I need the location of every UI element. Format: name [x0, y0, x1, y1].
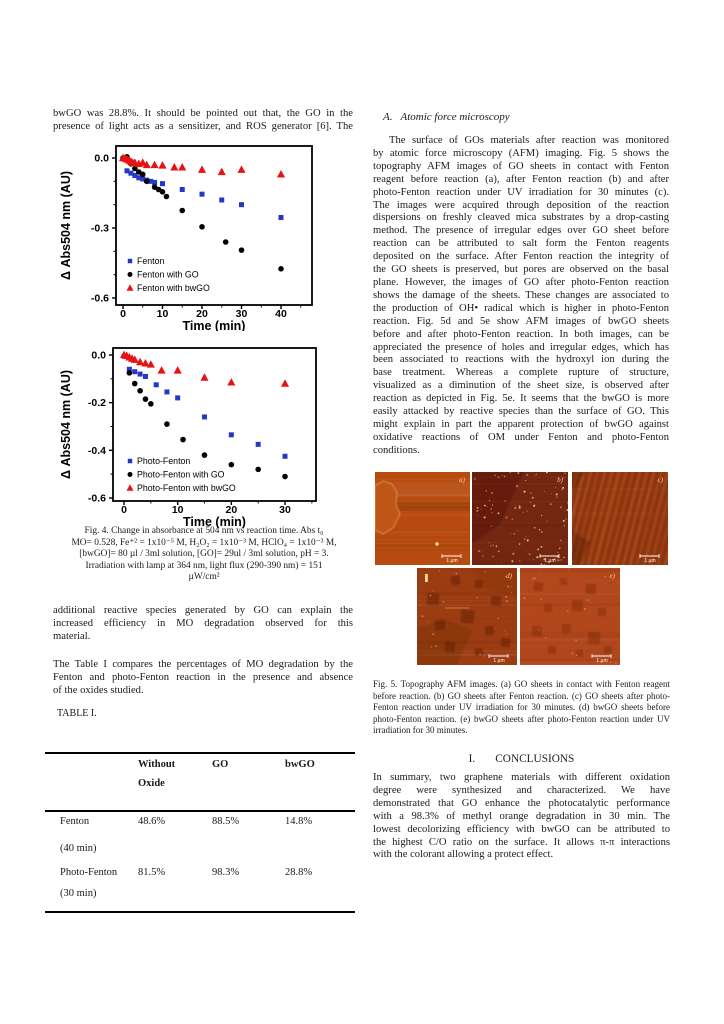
svg-text:0.0: 0.0: [94, 153, 109, 165]
svg-text:Time (min): Time (min): [183, 515, 246, 528]
svg-text:Photo-Fenton with bwGO: Photo-Fenton with bwGO: [137, 483, 236, 493]
afm-image-e: e) 1 µm: [520, 568, 620, 665]
section-heading-afm: A. Atomic force microscopy: [383, 111, 510, 123]
svg-text:Photo-Fenton: Photo-Fenton: [137, 456, 190, 466]
svg-text:20: 20: [196, 308, 208, 320]
svg-text:Fenton with GO: Fenton with GO: [137, 270, 199, 280]
svg-text:0.0: 0.0: [91, 350, 106, 362]
table-heading: TABLE I.: [57, 708, 97, 719]
afm-figure: a) 1 µm b) 1 µm c) 1 µm d) 1 µm e) 1 µm: [373, 470, 673, 670]
svg-text:1 µm: 1 µm: [493, 658, 504, 664]
table-row-label: Fenton: [60, 816, 90, 827]
svg-text:30: 30: [279, 504, 291, 516]
section-title: Atomic force microscopy: [400, 111, 510, 123]
table-row-duration: (40 min): [60, 843, 97, 854]
table-cell: 14.8%: [285, 816, 313, 827]
table-cell: 88.5%: [212, 816, 240, 827]
left-paragraph-1: additional reactive species generated by…: [53, 605, 353, 643]
fig5-caption: Fig. 5. Topography AFM images. (a) GO sh…: [373, 679, 670, 736]
left-intro-text: bwGO was 28.8%. It should be pointed out…: [53, 108, 353, 133]
svg-text:10: 10: [157, 308, 169, 320]
table-row-duration: (30 min): [60, 888, 97, 899]
table-cell: 48.6%: [138, 816, 166, 827]
afm-image-b: b) 1 µm: [472, 472, 568, 565]
conclusions-label: I.: [468, 753, 476, 765]
table-rule-bottom: [45, 911, 355, 913]
svg-text:Fenton: Fenton: [137, 256, 164, 266]
fig4-caption: Fig. 4. Change in absorbance at 504 nm v…: [71, 526, 337, 583]
svg-text:1 µm: 1 µm: [544, 558, 555, 564]
svg-text:Time (min): Time (min): [183, 319, 246, 331]
section-label: A.: [383, 111, 393, 123]
svg-text:0: 0: [121, 504, 127, 516]
afm-paragraph: The surface of GOs materials after react…: [373, 135, 669, 456]
results-table: Without Oxide GO bwGO Fenton (40 min) 48…: [45, 752, 355, 913]
svg-text:1 µm: 1 µm: [596, 658, 607, 664]
table-col-header-without-oxide: Without Oxide: [138, 759, 176, 789]
svg-text:c): c): [658, 476, 664, 484]
svg-text:a): a): [459, 476, 466, 484]
table-col-header-go: GO: [212, 759, 229, 770]
table-rule-mid: [45, 810, 355, 812]
svg-text:-0.3: -0.3: [91, 222, 109, 234]
svg-text:0: 0: [120, 308, 126, 320]
svg-text:-0.6: -0.6: [88, 492, 106, 504]
svg-text:Δ Abs504 nm (AU): Δ Abs504 nm (AU): [59, 171, 73, 280]
fenton-chart: 0 10 20 30 40 0.0 -0.3 -0.6 Time (min) Δ Abs504 n…: [59, 145, 313, 331]
conclusions-title: CONCLUSIONS: [495, 753, 575, 765]
svg-text:-0.2: -0.2: [88, 397, 106, 409]
svg-text:Photo-Fenton with GO: Photo-Fenton with GO: [137, 470, 225, 480]
svg-text:Fenton with bwGO: Fenton with bwGO: [137, 283, 210, 293]
svg-text:b): b): [557, 476, 564, 484]
svg-text:20: 20: [225, 504, 237, 516]
svg-text:30: 30: [236, 308, 248, 320]
afm-image-a: a) 1 µm: [375, 472, 470, 565]
table-rule-top: [45, 752, 355, 754]
svg-text:d): d): [506, 572, 513, 580]
svg-text:1 µm: 1 µm: [644, 558, 655, 564]
svg-text:-0.6: -0.6: [91, 292, 109, 304]
table-row-label: Photo-Fenton: [60, 867, 118, 878]
svg-text:Δ Abs504 nm (AU): Δ Abs504 nm (AU): [59, 370, 73, 479]
svg-text:1 µm: 1 µm: [446, 558, 457, 564]
svg-text:40: 40: [275, 308, 287, 320]
conclusions-heading: I. CONCLUSIONS: [373, 753, 670, 765]
table-cell: 98.3%: [212, 867, 240, 878]
table-col-header-bwgo: bwGO: [285, 759, 315, 770]
photo-fenton-chart: 0 10 20 30 0.0 -0.2 -0.4 -0.6 Time (min) Δ Abs504…: [59, 347, 317, 528]
svg-text:e): e): [610, 572, 616, 580]
table-cell: 81.5%: [138, 867, 166, 878]
svg-text:-0.4: -0.4: [88, 445, 106, 457]
afm-image-c: c) 1 µm: [572, 472, 668, 565]
left-paragraph-2: The Table I compares the percentages of …: [53, 659, 353, 697]
conclusions-paragraph: In summary, two graphene materials with …: [373, 772, 670, 861]
table-cell: 28.8%: [285, 867, 313, 878]
afm-image-d: d) 1 µm: [417, 568, 517, 665]
svg-text:10: 10: [172, 504, 184, 516]
